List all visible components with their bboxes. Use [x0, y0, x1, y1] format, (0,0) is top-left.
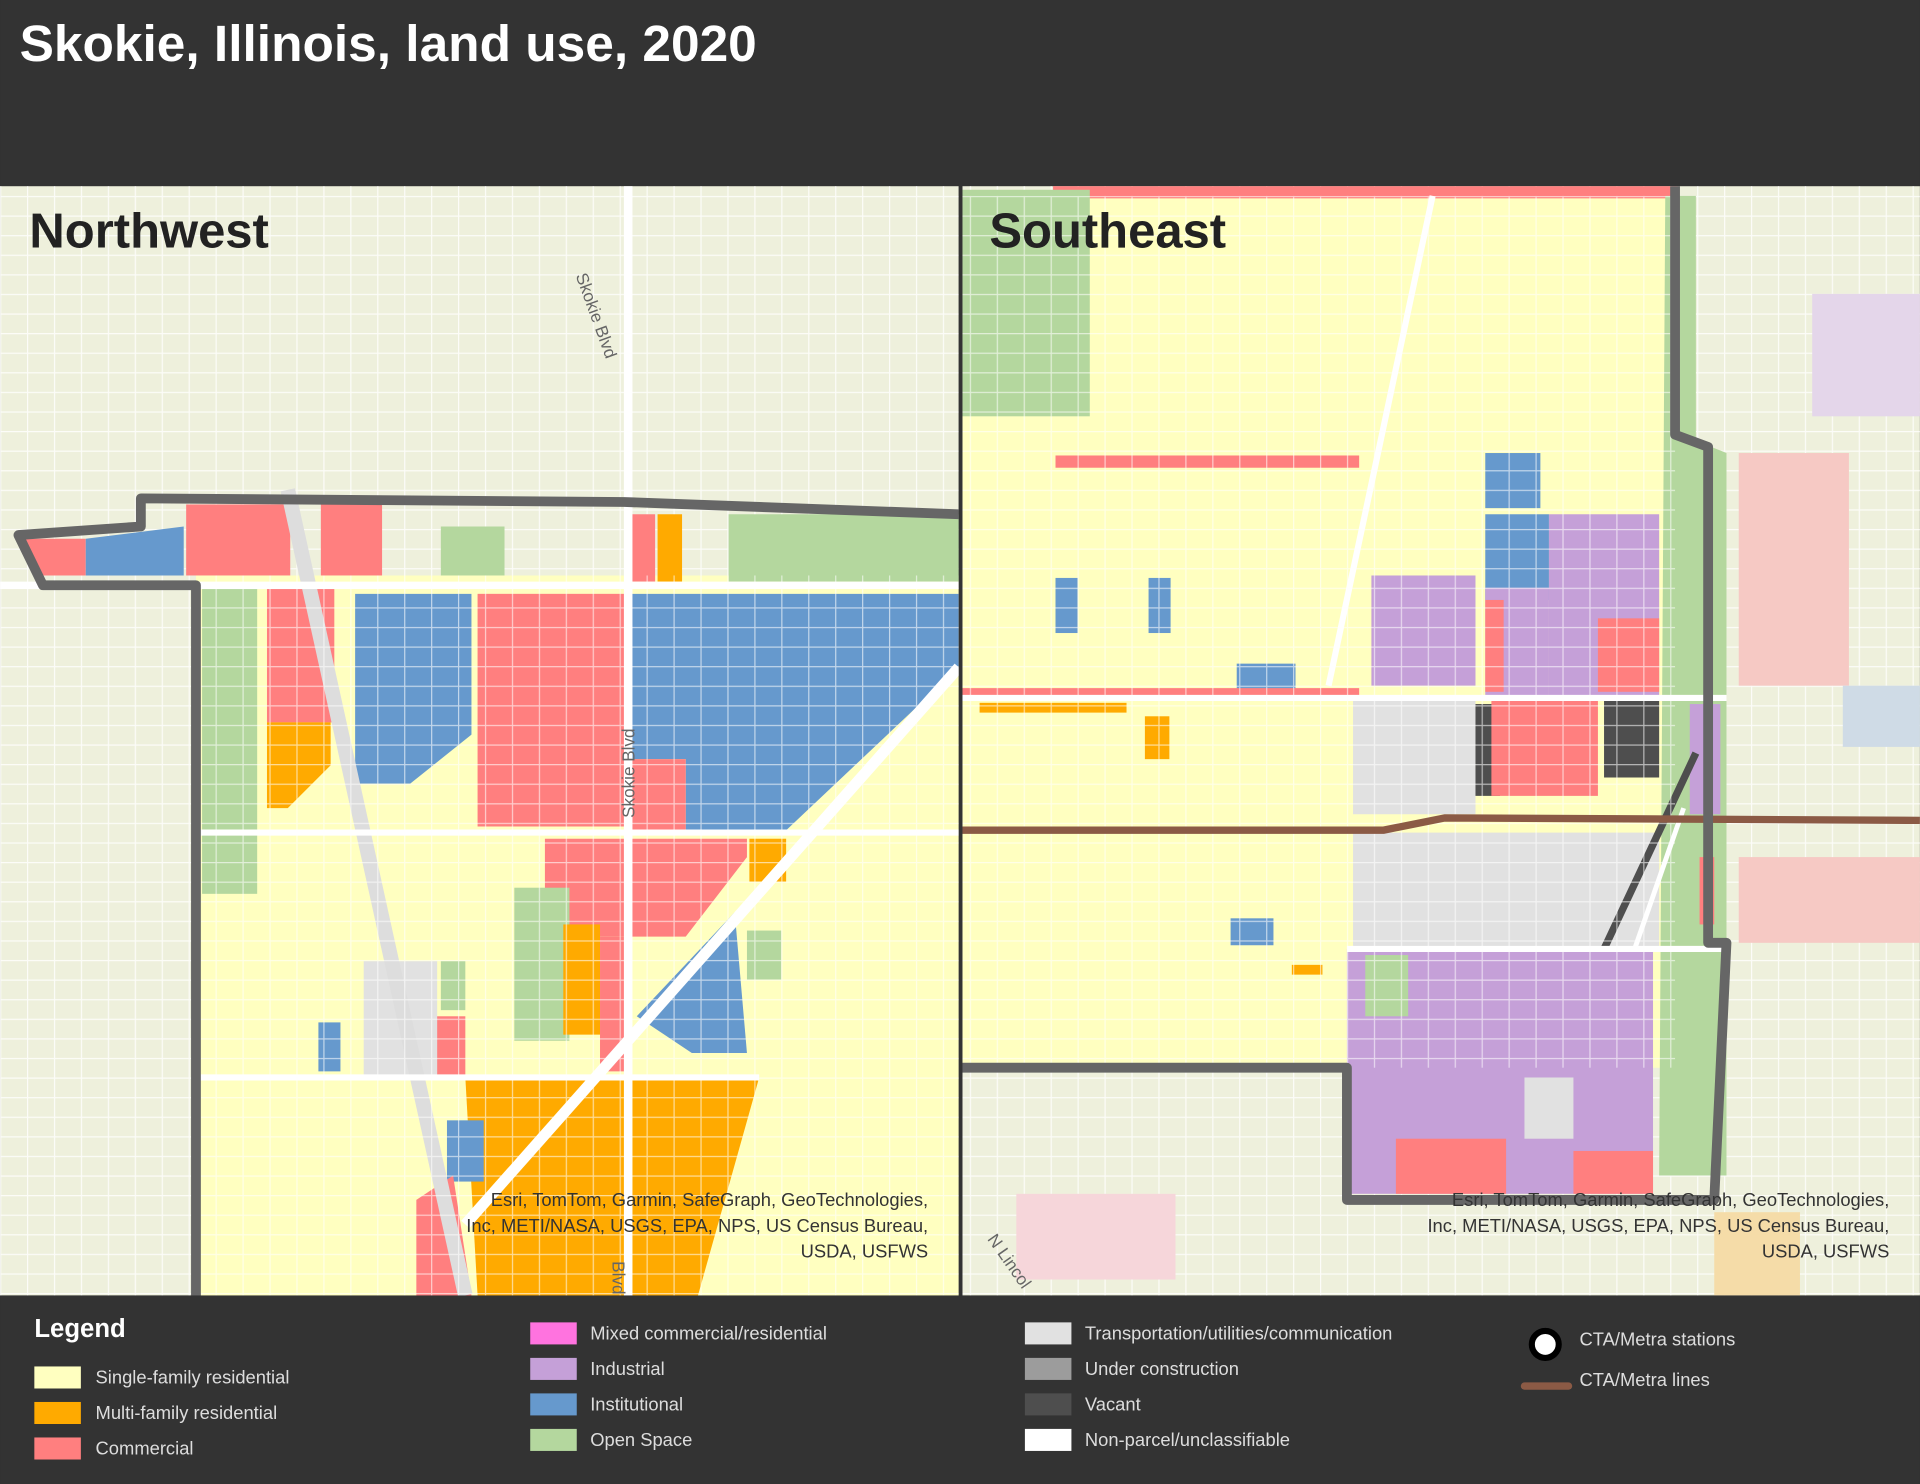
legend: Single-family residential Multi-family re… [34, 1322, 1736, 1460]
legend-label: Under construction [1085, 1358, 1239, 1379]
attribution: Esri, TomTom, Garmin, SafeGraph, GeoTech… [466, 1189, 928, 1261]
legend-label: Open Space [590, 1429, 692, 1450]
attribution: Esri, TomTom, Garmin, SafeGraph, GeoTech… [1427, 1189, 1889, 1261]
legend-swatch [1024, 1428, 1072, 1451]
legend-swatch [1528, 1327, 1562, 1361]
legend-swatch [34, 1401, 81, 1425]
attribution-line: Inc, METI/NASA, USGS, EPA, NPS, US Censu… [1427, 1215, 1889, 1236]
legend-label: Mixed commercial/residential [590, 1323, 827, 1344]
legend-swatch [1520, 1382, 1573, 1390]
street-label: Blvd [608, 1261, 628, 1294]
attribution-line: Inc, METI/NASA, USGS, EPA, NPS, US Censu… [466, 1215, 928, 1236]
legend-title: Legend [34, 1315, 125, 1343]
legend-swatch [34, 1437, 81, 1460]
legend-area [0, 1295, 1920, 1484]
legend-label: CTA/Metra stations [1580, 1329, 1736, 1350]
legend-label: Vacant [1085, 1394, 1141, 1415]
legend-swatch [530, 1322, 577, 1345]
attribution-line: Esri, TomTom, Garmin, SafeGraph, GeoTech… [491, 1189, 928, 1210]
legend-swatch [530, 1428, 577, 1451]
legend-swatch [1024, 1393, 1072, 1416]
legend-swatch [530, 1393, 577, 1416]
legend-label: Institutional [590, 1394, 683, 1415]
divider [958, 186, 963, 1296]
legend-swatch [1024, 1322, 1072, 1345]
legend-label: Multi-family residential [96, 1402, 278, 1423]
attribution-line: Esri, TomTom, Garmin, SafeGraph, GeoTech… [1452, 1189, 1889, 1210]
map-southeast: Southeast N Lincol [962, 186, 1920, 1296]
legend-swatch [34, 1366, 81, 1389]
street-label: Skokie Blvd [618, 728, 638, 817]
legend-label: Transportation/utilities/communication [1085, 1323, 1392, 1344]
legend-swatch [530, 1357, 577, 1380]
panel-title: Southeast [989, 204, 1226, 258]
legend-label: Non-parcel/unclassifiable [1085, 1429, 1290, 1450]
map-northwest: Northwest Skokie Blvd Skokie Blvd Blvd [0, 186, 959, 1296]
header [0, 0, 1920, 187]
legend-label: Commercial [96, 1438, 194, 1459]
legend-label: CTA/Metra lines [1580, 1369, 1710, 1390]
legend-swatch [1024, 1357, 1072, 1380]
attribution-line: USDA, USFWS [801, 1240, 929, 1261]
attribution-line: USDA, USFWS [1762, 1240, 1890, 1261]
legend-label: Single-family residential [96, 1367, 290, 1388]
legend-label: Industrial [590, 1358, 664, 1379]
panel-title: Northwest [29, 204, 268, 258]
page-title: Skokie, Illinois, land use, 2020 [20, 14, 757, 72]
